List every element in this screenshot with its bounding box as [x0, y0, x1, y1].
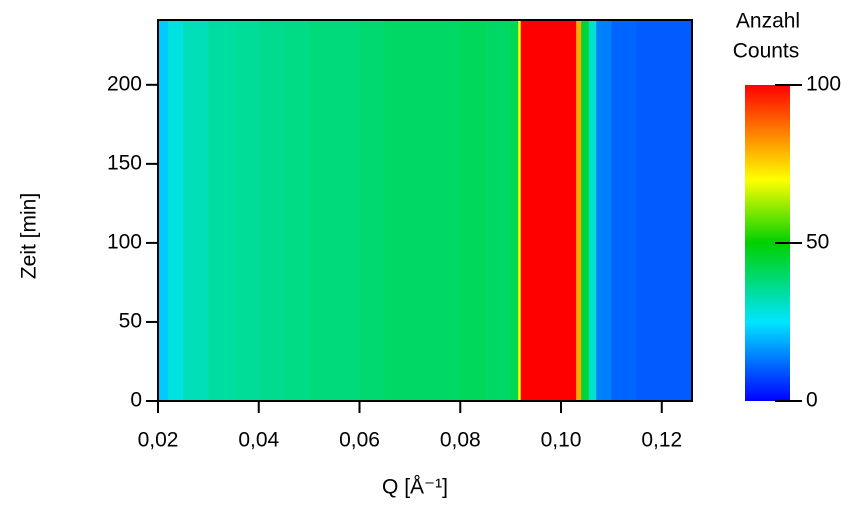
y-tick-label: 0	[130, 389, 142, 412]
x-tick-label: 0,06	[339, 429, 380, 452]
heatmap-cell	[611, 20, 638, 401]
heatmap-cell	[581, 20, 590, 401]
x-tick-label: 0,12	[641, 429, 682, 452]
heatmap-cell	[158, 20, 169, 401]
x-tick-label: 0,08	[440, 429, 481, 452]
heatmap-cell	[576, 20, 582, 401]
y-tick-label: 100	[107, 230, 142, 253]
colorbar-title: Anzahl	[736, 10, 800, 33]
y-tick-label: 50	[119, 310, 142, 333]
heatmap-cell	[636, 20, 663, 401]
heatmap-cell	[208, 20, 235, 401]
heatmap-cell	[518, 20, 522, 401]
heatmap-cell	[334, 20, 361, 401]
y-axis-label: Zeit [min]	[18, 193, 41, 279]
heatmap-cell	[520, 20, 577, 401]
y-tick-label: 200	[107, 72, 142, 95]
colorbar-tick-label: 50	[806, 231, 829, 254]
x-axis-label: Q [Å⁻¹]	[382, 476, 448, 499]
heatmap	[158, 20, 693, 401]
x-tick-label: 0,02	[138, 429, 179, 452]
heatmap-cell	[460, 20, 486, 401]
heatmap-cell	[588, 20, 597, 401]
heatmap-cell	[359, 20, 386, 401]
heatmap-cell	[283, 20, 310, 401]
heatmap-cell	[485, 20, 512, 401]
heatmap-cell	[409, 20, 436, 401]
colorbar: 0 50 100	[745, 73, 841, 412]
heatmap-cell	[384, 20, 411, 401]
heatmap-cell	[258, 20, 285, 401]
x-tick-label: 0,10	[541, 429, 582, 452]
heatmap-cell	[168, 20, 184, 401]
heatmap-cell	[510, 20, 519, 401]
heatmap-cell	[435, 20, 461, 401]
colorbar-tick-label: 100	[806, 73, 841, 96]
colorbar-title: Counts	[733, 40, 800, 63]
heatmap-cell	[661, 20, 693, 401]
colorbar-tick-label: 0	[806, 389, 818, 412]
heatmap-cell	[183, 20, 209, 401]
x-tick-label: 0,04	[238, 429, 279, 452]
plot-frame	[157, 19, 693, 402]
y-tick-label: 150	[107, 151, 142, 174]
heatmap-cell	[596, 20, 612, 401]
heatmap-cell	[309, 20, 335, 401]
heatmap-cell	[233, 20, 260, 401]
